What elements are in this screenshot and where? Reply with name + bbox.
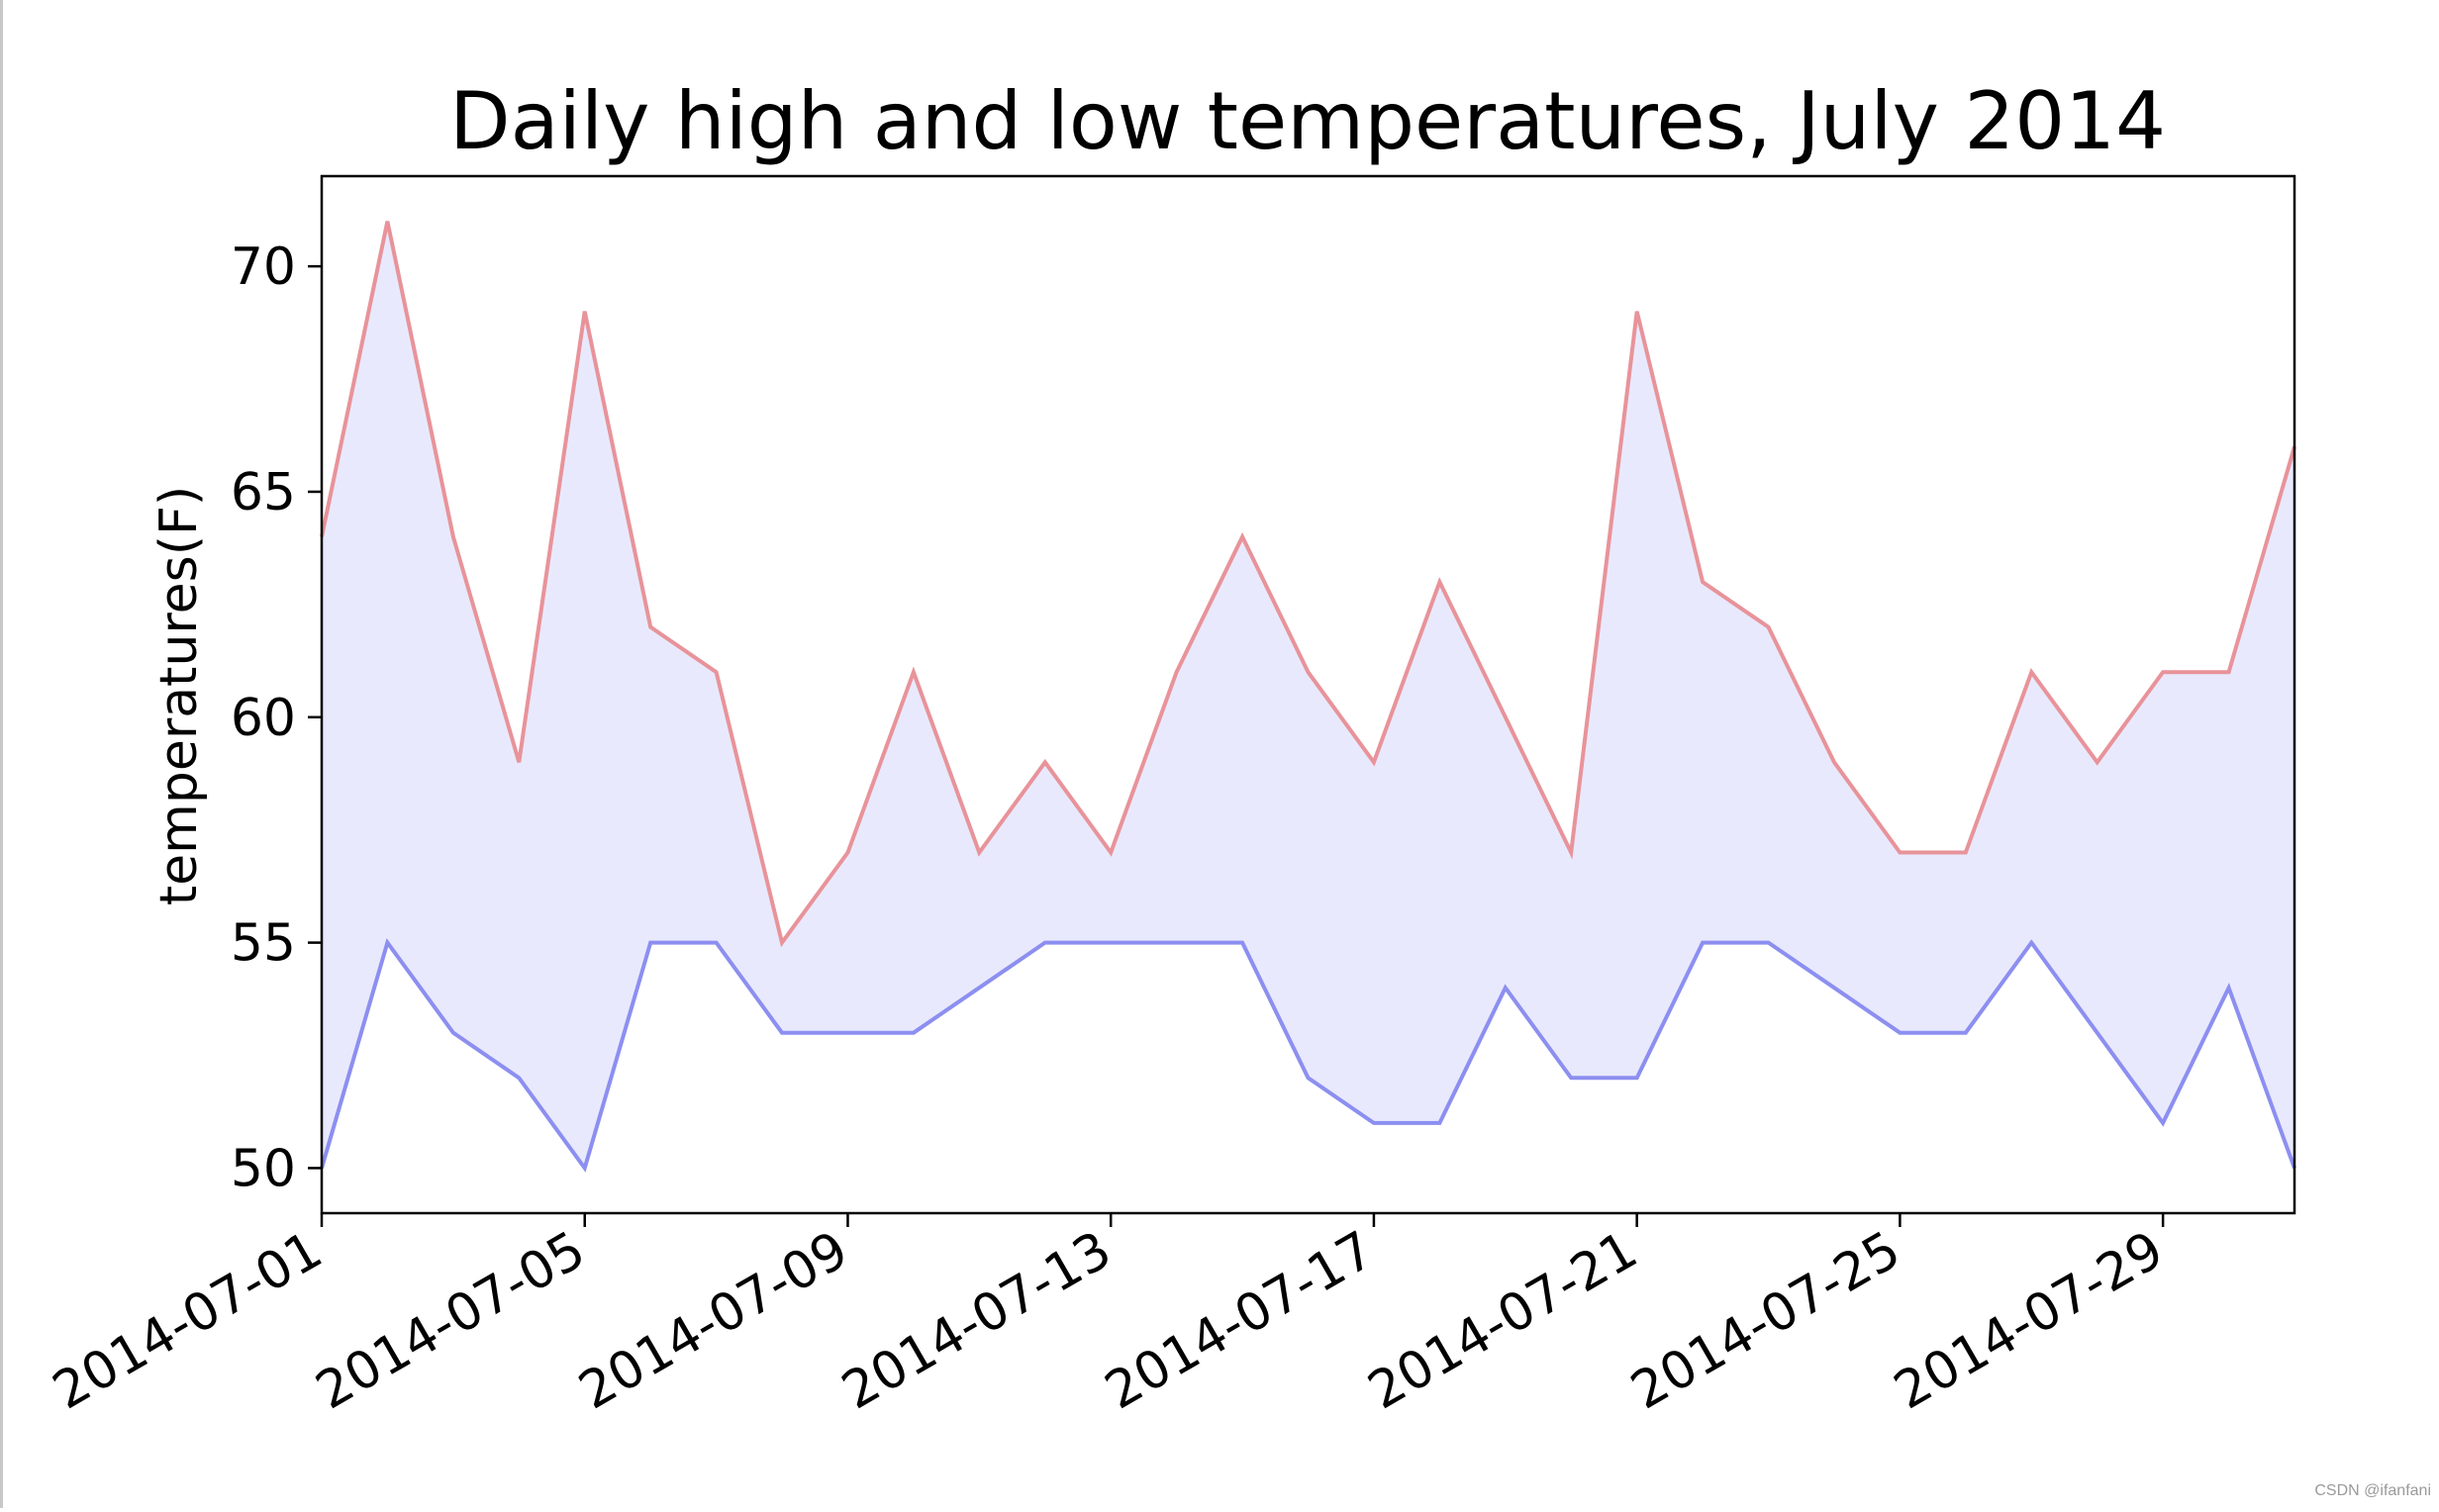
x-axis-ticks: 2014-07-012014-07-052014-07-092014-07-13… [44, 1213, 2174, 1421]
x-tick-label: 2014-07-01 [44, 1220, 333, 1421]
series-line-highs [320, 221, 2296, 948]
chart-title: Daily high and low temperatures, July 20… [449, 75, 2166, 167]
y-axis-label: temperatures(F) [149, 486, 209, 905]
plot-frame [320, 174, 2296, 1215]
y-tick-label: 55 [231, 914, 296, 974]
x-tick-label: 2014-07-17 [1096, 1220, 1385, 1421]
plot-area [320, 221, 2296, 1173]
y-tick-label: 60 [231, 689, 296, 748]
x-tick-label: 2014-07-25 [1621, 1220, 1910, 1421]
y-tick-label: 70 [231, 237, 296, 297]
watermark-text: CSDN @ifanfani [2314, 1482, 2431, 1499]
fill-between-band [322, 221, 2294, 1169]
window-edge [0, 0, 3, 1508]
y-tick-label: 50 [231, 1139, 296, 1198]
series-line-lows [320, 938, 2296, 1173]
y-tick-label: 65 [231, 463, 296, 522]
x-tick-label: 2014-07-21 [1358, 1220, 1647, 1421]
x-tick-label: 2014-07-13 [832, 1220, 1122, 1421]
x-tick-label: 2014-07-29 [1885, 1220, 2174, 1421]
x-tick-label: 2014-07-05 [307, 1220, 596, 1421]
y-axis-ticks: 50 55 60 65 70 [231, 237, 322, 1198]
x-tick-label: 2014-07-09 [569, 1220, 858, 1421]
